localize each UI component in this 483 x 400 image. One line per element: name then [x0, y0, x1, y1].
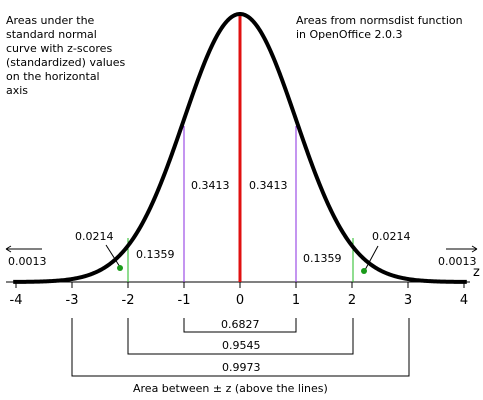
caption: Area between ± z (above the lines)	[133, 382, 328, 395]
tail2-left-pointer	[105, 244, 121, 268]
tail2-right-pointer	[364, 245, 379, 271]
area-tail3-left: 0.0013	[8, 255, 47, 268]
tick-label: 2	[348, 293, 356, 308]
tail2-left-dot	[117, 265, 123, 271]
tail-right-arrowhead	[471, 245, 478, 253]
bracket-two-sd-label: 0.9545	[222, 339, 261, 352]
tick-labels: -4 -3 -2 -1 0 1 2 3 4	[10, 293, 469, 308]
tick-label: -4	[10, 293, 23, 308]
bracket-one-sd	[183, 318, 297, 333]
tail-left-arrowhead	[5, 245, 12, 253]
area-mid-left: 0.1359	[136, 248, 175, 261]
right-note: Areas from normsdist function in OpenOff…	[296, 14, 463, 41]
area-mid-right: 0.1359	[303, 252, 342, 265]
bracket-two-sd	[127, 318, 354, 355]
area-tail3-right: 0.0013	[438, 255, 477, 268]
bracket-one-sd-label: 0.6827	[221, 318, 260, 331]
bracket-three-sd-label: 0.9973	[222, 361, 261, 374]
bracket-three-sd	[71, 318, 410, 377]
tick-label: -2	[122, 293, 135, 308]
tick-label: 0	[236, 293, 244, 308]
z-axis-label: z	[473, 265, 480, 280]
area-center-right: 0.3413	[249, 179, 288, 192]
bell-curve	[12, 12, 468, 284]
tail2-right-dot	[361, 268, 367, 274]
tick-label: -1	[178, 293, 191, 308]
tick-label: 1	[292, 293, 300, 308]
tick-label: -3	[66, 293, 79, 308]
area-center-left: 0.3413	[191, 179, 230, 192]
area-tail2-left: 0.0214	[75, 230, 114, 243]
tick-marks	[15, 282, 465, 288]
left-note: Areas under the standard normal curve wi…	[6, 14, 126, 97]
area-tail2-right: 0.0214	[372, 230, 411, 243]
tick-label: 4	[460, 293, 468, 308]
tick-label: 3	[404, 293, 412, 308]
